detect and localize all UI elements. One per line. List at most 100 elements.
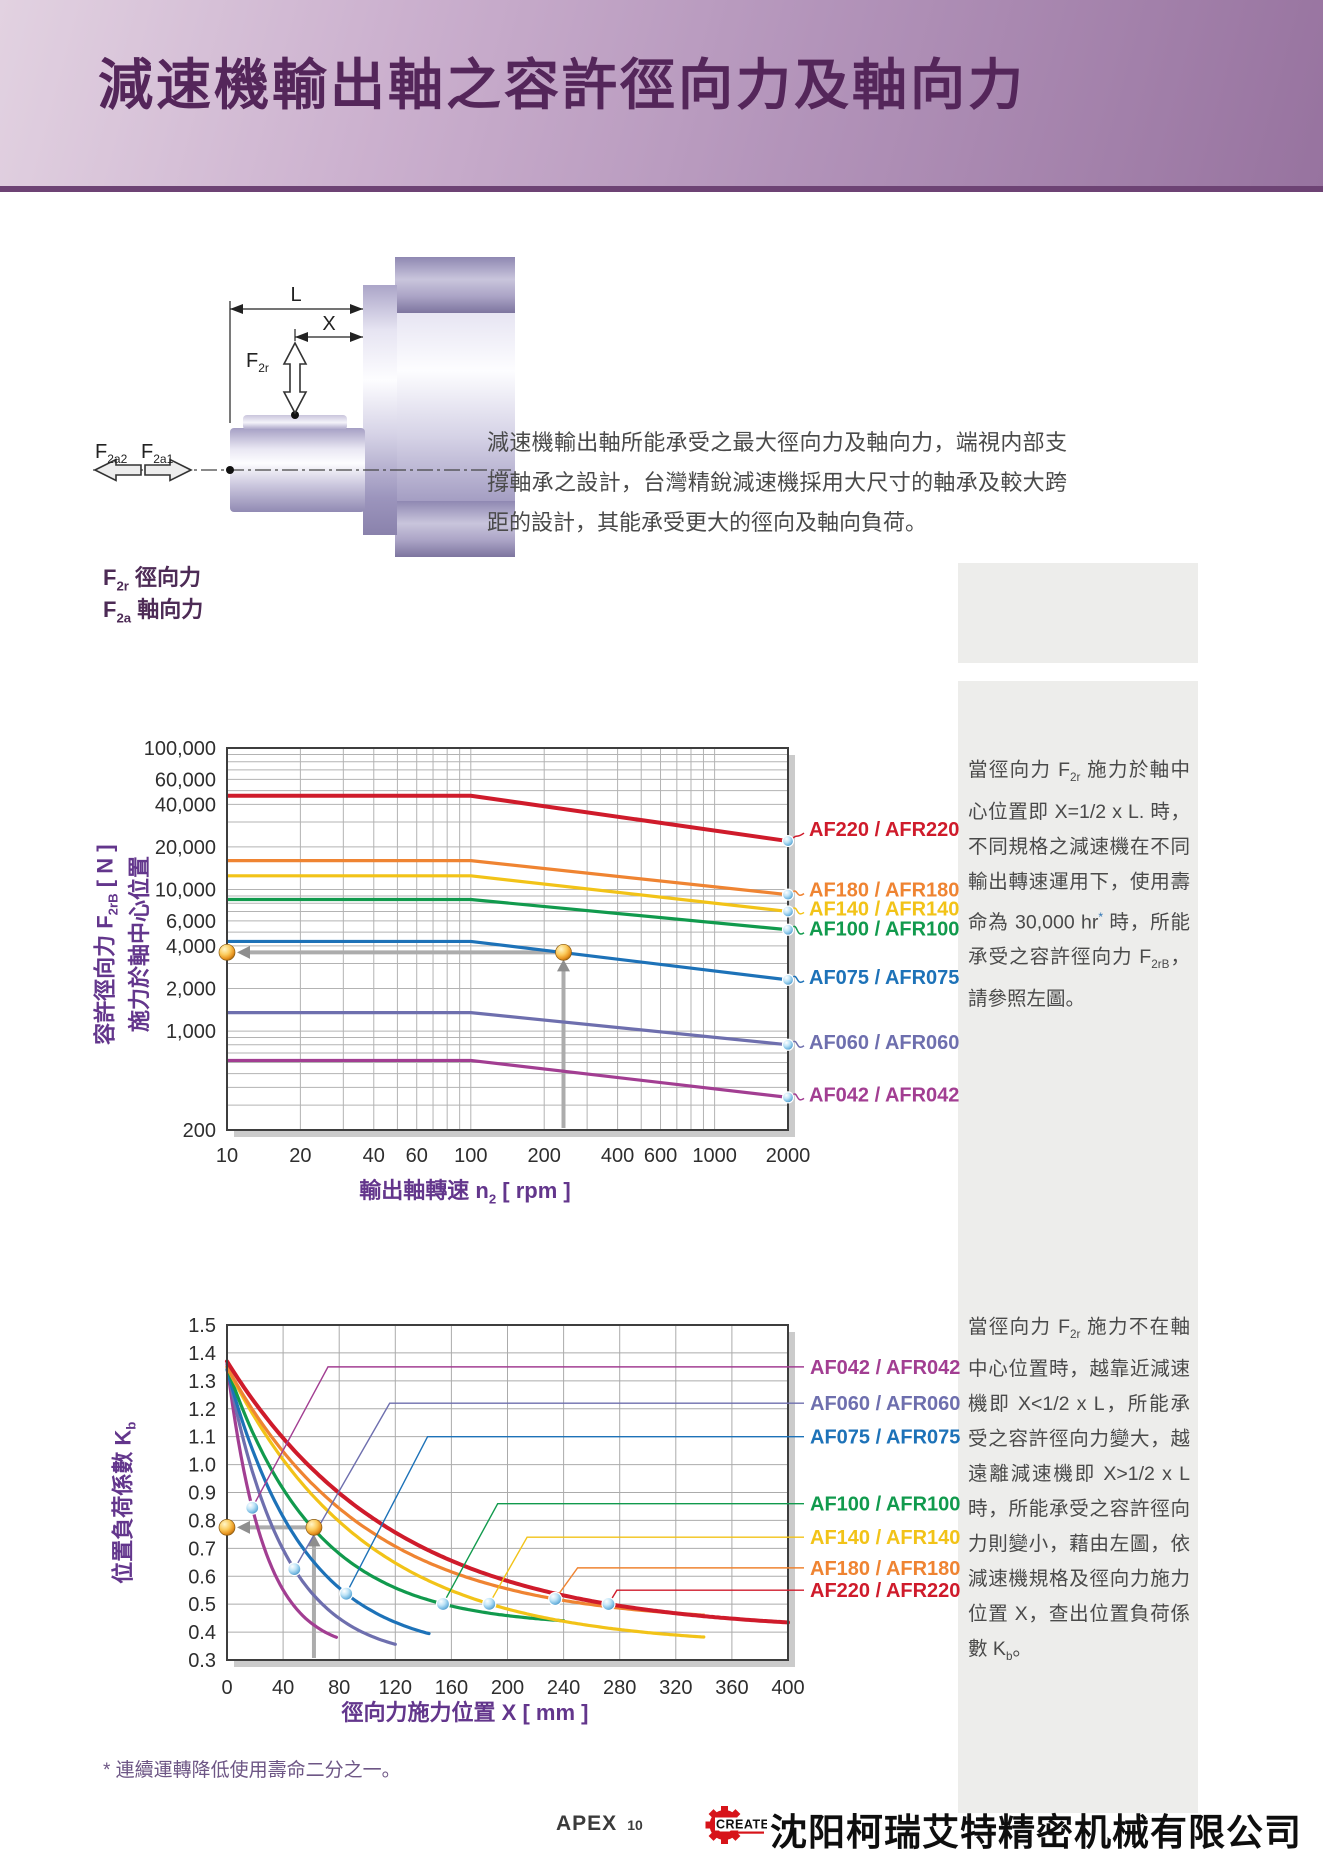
- svg-text:20: 20: [289, 1145, 311, 1167]
- side-panel-top: [958, 563, 1198, 663]
- svg-text:1.4: 1.4: [188, 1343, 216, 1365]
- svg-text:0.6: 0.6: [188, 1566, 216, 1588]
- side-note-position-factor: 當徑向力 F2r 施力不在軸中心位置時，越靠近減速機即 X<1/2 x L，所能…: [968, 1316, 1190, 1663]
- logo-underline: [716, 1831, 764, 1834]
- series-label: AF140 / AFR140: [809, 898, 959, 920]
- svg-text:60: 60: [406, 1145, 428, 1167]
- position-load-factor-chart: AF042 / AFR042 AF060 / AFR060 AF075 / AFR0…: [188, 1315, 960, 1699]
- shaft-key: [243, 415, 347, 430]
- logo-text-plate: [715, 1817, 765, 1831]
- legend-radial-force: F2r 徑向力: [103, 565, 202, 594]
- svg-text:10: 10: [216, 1145, 238, 1167]
- svg-text:1.5: 1.5: [188, 1315, 216, 1337]
- chart2-series-labels: AF042 / AFR042 AF060 / AFR060 AF075 / AFR0…: [245, 1357, 960, 1612]
- svg-text:1.3: 1.3: [188, 1371, 216, 1393]
- svg-text:10,000: 10,000: [155, 880, 216, 902]
- svg-text:2,000: 2,000: [166, 978, 216, 1000]
- series-label: AF060 / AFR060: [809, 1032, 959, 1054]
- page-number: 10: [627, 1817, 643, 1833]
- svg-text:60,000: 60,000: [155, 769, 216, 791]
- side-panel-main: [958, 681, 1198, 1813]
- chart1-x-axis-title: 輸出軸轉速 n2 [ rpm ]: [359, 1178, 571, 1207]
- axis-point: [226, 466, 234, 474]
- svg-text:0.7: 0.7: [188, 1538, 216, 1560]
- series-label: AF180 / AFR180: [810, 1558, 960, 1580]
- series-label: AF100 / AFR100: [810, 1494, 960, 1516]
- svg-text:0: 0: [221, 1677, 232, 1699]
- load-point: [291, 411, 299, 419]
- dim-label-L: L: [290, 284, 302, 306]
- series-label: AF100 / AFR100: [809, 919, 959, 941]
- series-label: AF140 / AFR140: [810, 1527, 960, 1549]
- chart2-series: [225, 1359, 790, 1646]
- axial-force-arrow-right: [144, 458, 193, 482]
- chart2-y-axis-title: 位置負荷係數 Kb: [110, 1421, 139, 1584]
- svg-text:400: 400: [771, 1677, 804, 1699]
- series-label: AF220 / AFR220: [809, 819, 959, 841]
- series-label: AF220 / AFR220: [810, 1580, 960, 1602]
- svg-text:20,000: 20,000: [155, 837, 216, 859]
- axial-force-label-right: F2a1: [141, 441, 174, 466]
- series-label: AF075 / AFR075: [809, 967, 959, 989]
- series-label: AF060 / AFR060: [810, 1393, 960, 1415]
- housing-step-top: [395, 257, 515, 313]
- legend-axial-force: F2a 軸向力: [103, 597, 204, 626]
- svg-text:1.2: 1.2: [188, 1399, 216, 1421]
- chart2-tick-labels: 0.3 0.4 0.5 0.6 0.7 0.8 0.9 1.0 1.1 1.2 1.3 1.4 1.5 0…: [188, 1315, 805, 1699]
- svg-text:1,000: 1,000: [166, 1021, 216, 1043]
- chart2-x-axis-title: 徑向力施力位置 X [ mm ]: [341, 1700, 589, 1725]
- series-label: AF075 / AFR075: [810, 1427, 960, 1449]
- logo-text: CREATE: [716, 1818, 767, 1832]
- svg-text:360: 360: [715, 1677, 748, 1699]
- header-divider: [0, 186, 1323, 192]
- axial-force-arrow-left: [93, 458, 142, 482]
- svg-text:280: 280: [603, 1677, 636, 1699]
- svg-text:200: 200: [491, 1677, 524, 1699]
- svg-text:100: 100: [454, 1145, 487, 1167]
- svg-text:4,000: 4,000: [166, 936, 216, 958]
- housing-step-bottom: [395, 501, 515, 557]
- svg-text:240: 240: [547, 1677, 580, 1699]
- svg-text:100,000: 100,000: [144, 738, 216, 760]
- shaft-diagram: [93, 257, 515, 557]
- chart1-grid: [226, 747, 789, 1131]
- axial-force-label-left: F2a2: [95, 441, 128, 466]
- radial-force-arrow: [282, 341, 308, 415]
- svg-text:40: 40: [363, 1145, 385, 1167]
- chart1-example-annotation: [237, 945, 571, 1128]
- page-title: 減速機輸出軸之容許徑向力及軸向力: [98, 54, 1027, 116]
- svg-text:0.5: 0.5: [188, 1594, 216, 1616]
- svg-text:1.0: 1.0: [188, 1455, 216, 1477]
- flange-face: [363, 285, 397, 535]
- brand-name: APEX: [556, 1812, 618, 1835]
- svg-text:6,000: 6,000: [166, 911, 216, 933]
- svg-text:0.4: 0.4: [188, 1622, 216, 1644]
- radial-force-label: F2r: [246, 350, 269, 375]
- company-name: 沈阳柯瑞艾特精密机械有限公司: [770, 1812, 1302, 1853]
- svg-text:80: 80: [328, 1677, 350, 1699]
- chart1-tick-labels: 200 1,000 2,000 4,000 6,000 10,000 20,000 40,00…: [144, 738, 811, 1167]
- svg-text:160: 160: [435, 1677, 468, 1699]
- footnote: * 連續運轉降低使用壽命二分之一。: [103, 1760, 401, 1781]
- footer-page-marker: APEX 10: [556, 1812, 643, 1836]
- svg-text:1.1: 1.1: [188, 1427, 216, 1449]
- svg-text:400: 400: [601, 1145, 634, 1167]
- chart1-y-axis-title-line1: 容許徑向力 F2rB [ N ]: [92, 844, 121, 1045]
- svg-text:40: 40: [272, 1677, 294, 1699]
- svg-text:1000: 1000: [692, 1145, 737, 1167]
- chart1-y-axis-title-line2: 施力於軸中心位置: [127, 856, 152, 1033]
- create-logo: C CREATE: [705, 1806, 767, 1844]
- svg-text:0.3: 0.3: [188, 1650, 216, 1672]
- chart1-series: [227, 793, 789, 1099]
- svg-text:120: 120: [379, 1677, 412, 1699]
- svg-text:2000: 2000: [766, 1145, 811, 1167]
- svg-text:200: 200: [183, 1120, 216, 1142]
- dim-label-X: X: [322, 313, 336, 335]
- series-label: AF042 / AFR042: [810, 1357, 960, 1379]
- svg-text:40,000: 40,000: [155, 794, 216, 816]
- svg-text:600: 600: [644, 1145, 677, 1167]
- svg-text:0.8: 0.8: [188, 1510, 216, 1532]
